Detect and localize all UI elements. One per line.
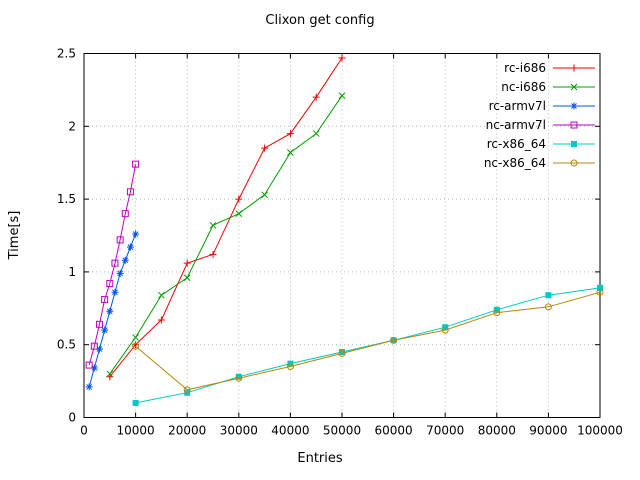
y-tick-label: 2.5 [57, 47, 76, 61]
series-nc-armv7l [85, 160, 140, 369]
series-rc-armv7l [85, 230, 140, 391]
series-rc-i686 [106, 54, 346, 381]
legend-label: rc-i686 [504, 61, 546, 75]
x-tick-label: 0 [80, 424, 88, 438]
grid [84, 53, 600, 418]
y-tick-label: 2 [68, 119, 76, 133]
y-tick-label: 0 [68, 411, 76, 425]
y-tick-label: 1.5 [57, 192, 76, 206]
x-tick-label: 100000 [577, 424, 623, 438]
legend-entry-rc-i686: rc-i686 [504, 61, 595, 75]
legend-label: nc-i686 [501, 80, 546, 94]
legend-entry-nc-x86_64: nc-x86_64 [484, 156, 595, 170]
chart-title: Clixon get config [265, 13, 375, 28]
x-axis-label: Entries [297, 451, 343, 466]
legend-entry-rc-x86_64: rc-x86_64 [487, 137, 595, 151]
y-axis-label: Time[s] [7, 210, 22, 260]
y-tick-label: 1 [68, 265, 76, 279]
legend-label: rc-x86_64 [487, 137, 546, 151]
x-tick-label: 10000 [117, 424, 155, 438]
legend-entry-rc-armv7l: rc-armv7l [489, 99, 595, 113]
series-nc-x86_64 [132, 288, 604, 394]
x-tick-label: 50000 [323, 424, 361, 438]
x-tick-label: 30000 [220, 424, 258, 438]
series-nc-i686 [106, 92, 346, 378]
x-tick-label: 20000 [168, 424, 206, 438]
x-tick-label: 90000 [529, 424, 567, 438]
series-rc-x86_64 [132, 284, 603, 406]
x-tick-label: 60000 [375, 424, 413, 438]
legend-entry-nc-armv7l: nc-armv7l [486, 118, 595, 132]
legend: rc-i686 nc-i686 rc-armv7l nc-armv7l rc-x86_6… [484, 61, 595, 170]
legend-label: nc-x86_64 [484, 156, 546, 170]
x-tick-label: 70000 [426, 424, 464, 438]
legend-label: nc-armv7l [486, 118, 546, 132]
legend-label: rc-armv7l [489, 99, 546, 113]
legend-entry-nc-i686: nc-i686 [501, 80, 595, 94]
x-tick-label: 80000 [478, 424, 516, 438]
x-tick-label: 40000 [271, 424, 309, 438]
y-tick-label: 0.5 [57, 338, 76, 352]
